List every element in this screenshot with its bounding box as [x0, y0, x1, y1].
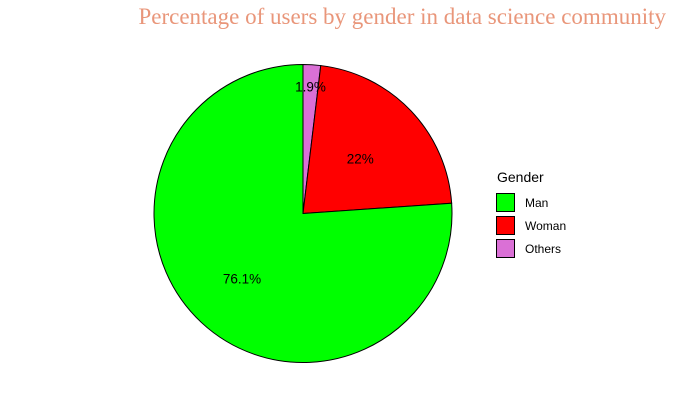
slice-label-woman: 22%	[347, 152, 374, 167]
pie-slice-woman	[302, 65, 453, 215]
legend-label-woman: Woman	[525, 218, 567, 233]
legend: Gender Man Woman Others	[496, 169, 566, 260]
chart-title: Percentage of users by gender in data sc…	[138, 4, 666, 29]
legend-title: Gender	[497, 169, 544, 185]
legend-swatch-others	[496, 239, 515, 258]
legend-swatch-man	[496, 193, 515, 212]
legend-item-man: Man	[496, 191, 566, 214]
slice-label-man: 76.1%	[223, 271, 261, 286]
legend-item-woman: Woman	[496, 214, 566, 237]
legend-label-man: Man	[525, 195, 549, 210]
slice-label-others: 1.9%	[295, 80, 326, 95]
legend-swatch-woman	[496, 216, 515, 235]
legend-item-others: Others	[496, 237, 566, 260]
legend-label-others: Others	[525, 241, 562, 256]
pie-slice-man	[153, 63, 453, 363]
